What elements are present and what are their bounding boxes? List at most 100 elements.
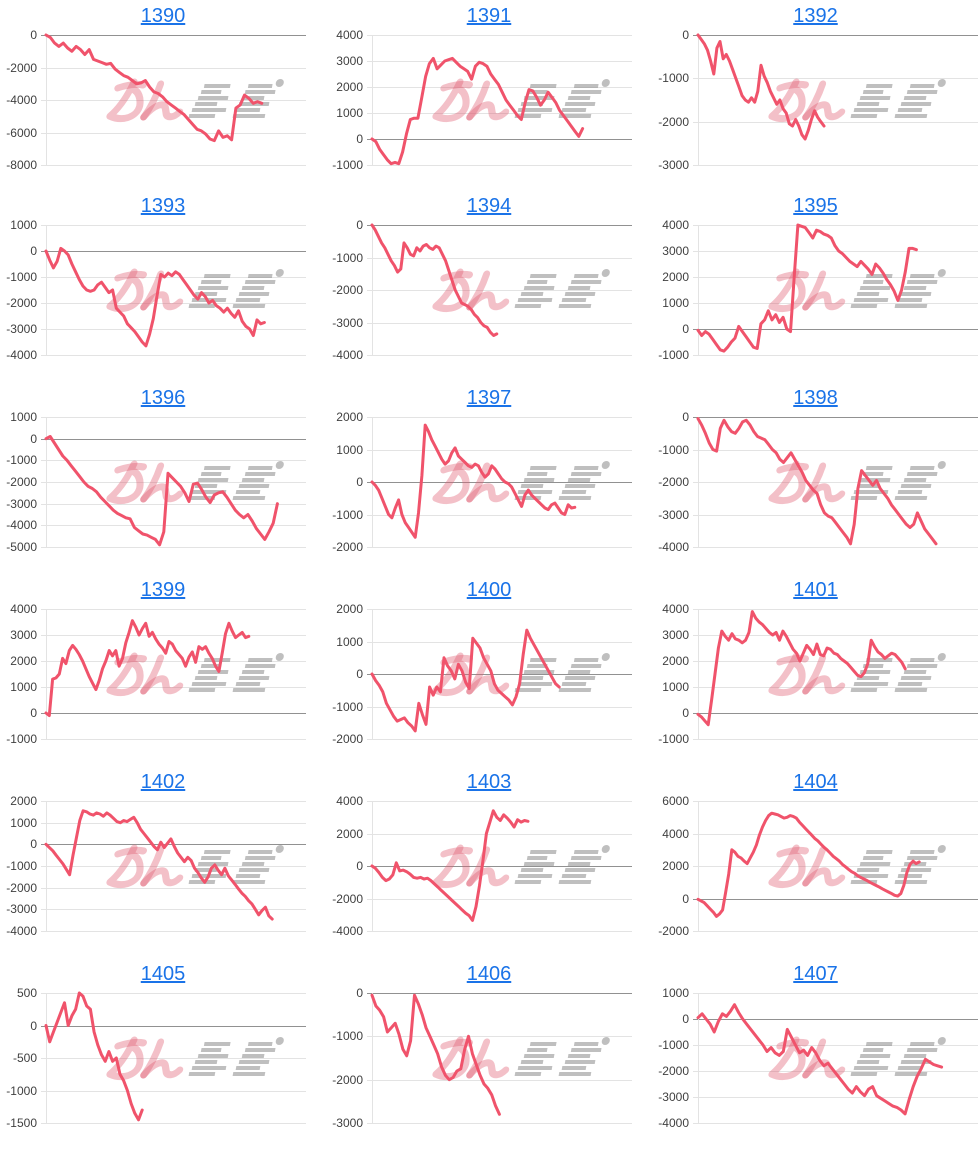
chart-card-1402: 1402 2000 1000 0 -1000 -2000 -3000 -4000 <box>0 766 326 958</box>
chart-card-1405: 1405 500 0 -500 -1000 -1500 <box>0 958 326 1150</box>
chart-card-1406: 1406 0 -1000 -2000 -3000 <box>326 958 652 1150</box>
chart-canvas-1390: 0 -2000 -4000 -6000 -8000 <box>6 28 306 172</box>
y-tick-label: 0 <box>682 1012 689 1026</box>
series-line <box>696 811 921 918</box>
series-line <box>44 809 274 921</box>
chart-card-1396: 1396 1000 0 -1000 -2000 -3000 -4000 -5000 <box>0 382 326 574</box>
series-line <box>44 435 279 547</box>
y-tick-label: 4000 <box>662 218 689 232</box>
chart-title-link-1403[interactable]: 1403 <box>466 771 512 793</box>
y-tick-label: -1000 <box>6 732 37 746</box>
y-tick-label: 0 <box>30 837 37 851</box>
y-tick-label: -2000 <box>658 475 689 489</box>
y-tick-label: 3000 <box>662 244 689 258</box>
y-tick-label: -500 <box>13 1051 37 1065</box>
chart-title: 1403 <box>326 771 652 794</box>
chart-title: 1405 <box>0 963 326 986</box>
chart-title-link-1401[interactable]: 1401 <box>793 579 838 601</box>
chart-title: 1398 <box>652 387 979 410</box>
chart-title-link-1393[interactable]: 1393 <box>140 195 186 217</box>
y-tick-label: 500 <box>17 986 37 1000</box>
chart-title-link-1390[interactable]: 1390 <box>140 5 186 27</box>
series-line <box>370 809 530 922</box>
chart-card-1401: 1401 4000 3000 2000 1000 0 -1000 <box>652 574 979 766</box>
series-line <box>44 33 264 143</box>
chart-canvas-1404: 6000 4000 2000 0 -2000 <box>658 794 978 938</box>
chart-canvas-1406: 0 -1000 -2000 -3000 <box>332 986 632 1130</box>
chart-title-link-1398[interactable]: 1398 <box>793 387 838 409</box>
y-tick-label: -2000 <box>332 540 363 554</box>
chart-title-link-1402[interactable]: 1402 <box>140 771 186 793</box>
chart-title-link-1394[interactable]: 1394 <box>466 195 512 217</box>
y-tick-label: 0 <box>30 244 37 258</box>
watermark <box>109 269 284 309</box>
y-tick-label: 4000 <box>336 794 363 808</box>
y-tick-label: 0 <box>682 322 689 336</box>
chart-title-link-1405[interactable]: 1405 <box>140 963 186 985</box>
y-tick-label: -4000 <box>658 1116 689 1130</box>
y-tick-label: 2000 <box>336 410 363 424</box>
y-tick-label: 3000 <box>10 628 37 642</box>
y-tick-label: -1000 <box>658 348 689 362</box>
chart-title: 1392 <box>652 5 979 28</box>
y-tick-label: -3000 <box>6 902 37 916</box>
y-tick-label: -4000 <box>6 518 37 532</box>
chart-title-link-1404[interactable]: 1404 <box>793 771 838 793</box>
chart-title-link-1395[interactable]: 1395 <box>793 195 838 217</box>
y-tick-label: 0 <box>682 706 689 720</box>
y-tick-label: 0 <box>682 28 689 42</box>
chart-title-link-1392[interactable]: 1392 <box>793 5 838 27</box>
y-tick-label: 0 <box>356 986 363 1000</box>
y-tick-label: -2000 <box>6 881 37 895</box>
y-tick-label: 1000 <box>10 218 37 232</box>
y-tick-label: 3000 <box>336 54 363 68</box>
y-tick-label: 0 <box>30 706 37 720</box>
chart-card-1391: 1391 4000 3000 2000 1000 0 -1000 <box>326 0 652 190</box>
y-tick-label: -1000 <box>658 71 689 85</box>
y-tick-label: -3000 <box>6 497 37 511</box>
chart-title: 1402 <box>0 771 326 794</box>
y-tick-label: -1500 <box>6 1116 37 1130</box>
chart-title-link-1397[interactable]: 1397 <box>466 387 512 409</box>
chart-title: 1391 <box>326 5 652 28</box>
y-tick-label: 3000 <box>662 628 689 642</box>
y-tick-label: -3000 <box>6 322 37 336</box>
chart-title-link-1406[interactable]: 1406 <box>466 963 512 985</box>
y-tick-label: -2000 <box>332 892 363 906</box>
y-tick-label: -3000 <box>658 1090 689 1104</box>
y-tick-label: -1000 <box>6 859 37 873</box>
y-tick-label: -1000 <box>332 1029 363 1043</box>
y-tick-label: 0 <box>356 475 363 489</box>
y-tick-label: -2000 <box>6 296 37 310</box>
chart-title: 1407 <box>652 963 979 986</box>
y-tick-label: 2000 <box>662 859 689 873</box>
series-line <box>44 991 144 1122</box>
chart-title: 1399 <box>0 579 326 602</box>
chart-title-link-1399[interactable]: 1399 <box>140 579 186 601</box>
watermark <box>109 845 284 885</box>
y-tick-label: -2000 <box>658 1064 689 1078</box>
y-tick-label: 2000 <box>662 654 689 668</box>
watermark <box>109 461 284 501</box>
series-line <box>696 610 907 727</box>
chart-canvas-1405: 500 0 -500 -1000 -1500 <box>6 986 306 1130</box>
chart-title-link-1391[interactable]: 1391 <box>466 5 512 27</box>
y-tick-label: 1000 <box>10 680 37 694</box>
chart-title-link-1396[interactable]: 1396 <box>140 387 186 409</box>
y-tick-label: -3000 <box>658 158 689 172</box>
watermark <box>435 845 610 885</box>
y-tick-label: -1000 <box>332 508 363 522</box>
chart-canvas-1392: 0 -1000 -2000 -3000 <box>658 28 978 172</box>
chart-canvas-1407: 1000 0 -1000 -2000 -3000 -4000 <box>658 986 978 1130</box>
chart-title: 1394 <box>326 195 652 218</box>
y-tick-label: -4000 <box>658 540 689 554</box>
chart-canvas-1401: 4000 3000 2000 1000 0 -1000 <box>658 602 978 746</box>
chart-title: 1395 <box>652 195 979 218</box>
chart-title-link-1400[interactable]: 1400 <box>466 579 512 601</box>
y-tick-label: 2000 <box>336 80 363 94</box>
y-tick-label: -3000 <box>332 1116 363 1130</box>
series-line <box>696 223 918 353</box>
chart-card-1403: 1403 4000 2000 0 -2000 -4000 <box>326 766 652 958</box>
chart-title-link-1407[interactable]: 1407 <box>793 963 838 985</box>
